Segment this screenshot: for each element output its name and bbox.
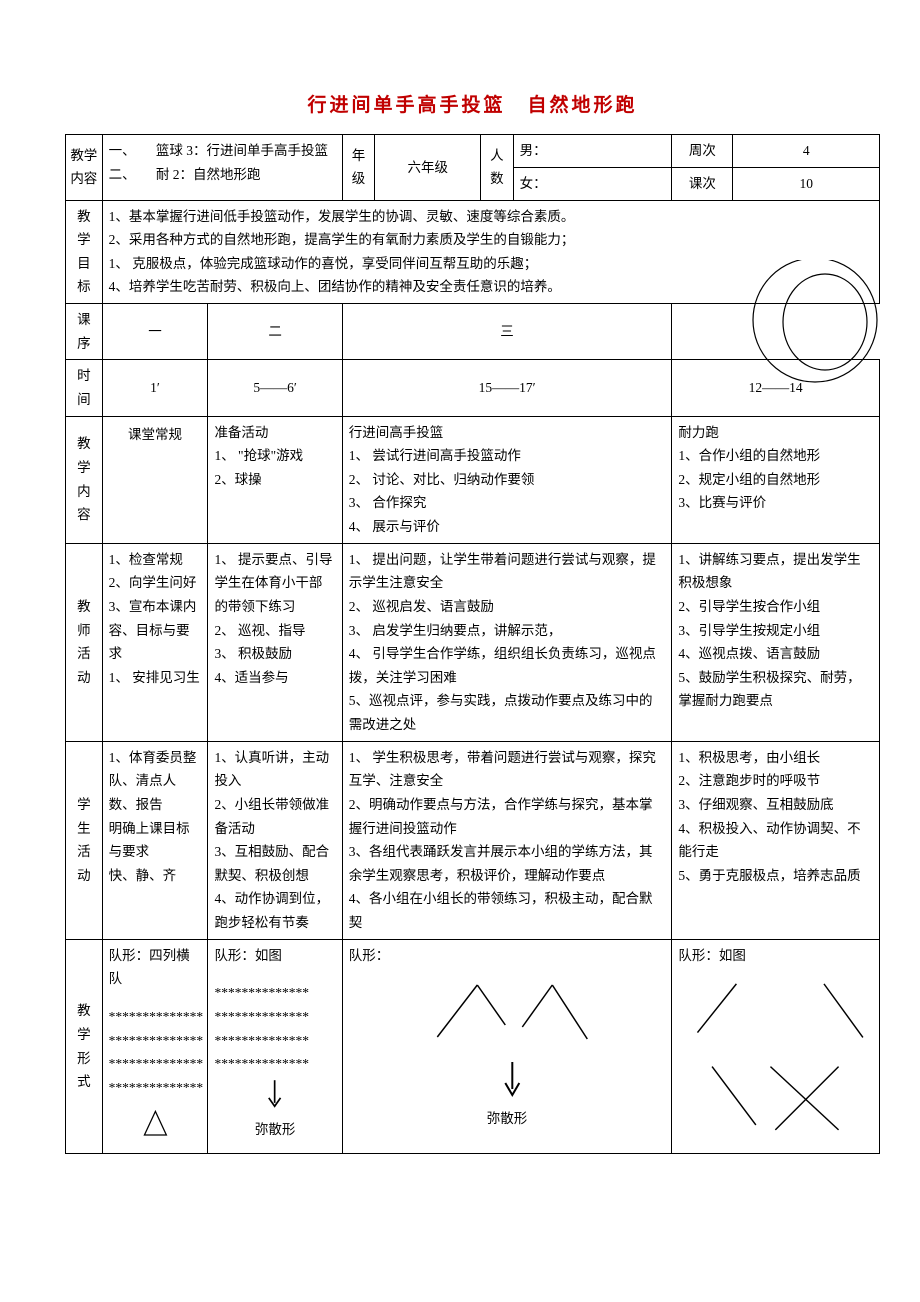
student-c1: 1、体育委员整队、清点人数、报告 明确上课目标与要求 快、静、齐	[102, 741, 208, 939]
label-form: 教学形式	[66, 939, 103, 1154]
content-c1: 课堂常规	[102, 416, 208, 543]
teaching-content-cell: 一、 篮球 3：行进间单手高手投篮 二、 耐 2：自然地形跑	[102, 135, 342, 200]
label-count: 人数	[481, 135, 514, 200]
stars-1-4: **************	[109, 1076, 202, 1100]
form-c2: 队形：如图 ************** ************** ****…	[208, 939, 342, 1154]
form-c2-title: 队形：如图	[214, 944, 335, 968]
form-c4: 队形：如图	[672, 939, 880, 1154]
label-teacher: 教师活动	[66, 543, 103, 741]
content-c3: 行进间高手投篮 1、 尝试行进间高手投篮动作 2、 讨论、对比、归纳动作要领 3…	[342, 416, 672, 543]
teacher-c2: 1、 提示要点、引导学生在体育小干部的带领下练习 2、 巡视、指导 3、 积极鼓…	[208, 543, 342, 741]
content-c4: 耐力跑 1、合作小组的自然地形 2、规定小组的自然地形 3、比赛与评价	[672, 416, 880, 543]
female-cell: 女：	[513, 167, 672, 200]
triangle-icon	[109, 1099, 202, 1149]
time-4: 12——14	[672, 360, 880, 416]
content-line-1: 一、 篮球 3：行进间单手高手投篮	[109, 139, 336, 163]
teacher-c3: 1、 提出问题，让学生带着问题进行尝试与观察，提示学生注意安全 2、 巡视启发、…	[342, 543, 672, 741]
label-goals: 教学目标	[66, 200, 103, 304]
time-2: 5——6′	[208, 360, 342, 416]
time-label: 时间	[66, 360, 103, 416]
header-row-1: 教学内容 一、 篮球 3：行进间单手高手投篮 二、 耐 2：自然地形跑 年级 六…	[66, 135, 880, 168]
student-row: 学生活动 1、体育委员整队、清点人数、报告 明确上课目标与要求 快、静、齐 1、…	[66, 741, 880, 939]
disperse-label-2: 弥散形	[349, 1107, 666, 1131]
time-1: 1′	[102, 360, 208, 416]
time-3: 15——17′	[342, 360, 672, 416]
seq-2: 二	[208, 304, 342, 360]
stars-2-2: **************	[214, 1005, 335, 1029]
content-line-2: 二、 耐 2：自然地形跑	[109, 163, 336, 187]
seq-4	[672, 304, 880, 360]
page-container: 行进间单手高手投篮 自然地形跑 教学内容 一、 篮球 3：行进间单手高手投篮 二…	[65, 90, 880, 1154]
form-c3-title: 队形：	[349, 944, 666, 968]
seq-label: 课序	[66, 304, 103, 360]
male-cell: 男：	[513, 135, 672, 168]
form-c4-title: 队形：如图	[678, 944, 873, 968]
teacher-c1: 1、检查常规 2、向学生问好 3、宣布本课内容、目标与要求 1、 安排见习生	[102, 543, 208, 741]
stars-2-4: **************	[214, 1052, 335, 1076]
formation-diagram-2	[678, 967, 873, 1137]
stars-1-1: **************	[109, 1005, 202, 1029]
week-value: 4	[733, 135, 880, 168]
teacher-row: 教师活动 1、检查常规 2、向学生问好 3、宣布本课内容、目标与要求 1、 安排…	[66, 543, 880, 741]
formation-diagram-1	[349, 967, 666, 1107]
sequence-row: 课序 一 二 三	[66, 304, 880, 360]
label-teaching-content: 教学内容	[66, 135, 103, 200]
page-title: 行进间单手高手投篮 自然地形跑	[65, 90, 880, 122]
content-c2: 准备活动 1、 "抢球"游戏 2、球操	[208, 416, 342, 543]
student-c4: 1、积极思考，由小组长 2、注意跑步时的呼吸节 3、仔细观察、互相鼓励底 4、积…	[672, 741, 880, 939]
form-c3: 队形： 弥散形	[342, 939, 672, 1154]
lesson-plan-table: 教学内容 一、 篮球 3：行进间单手高手投篮 二、 耐 2：自然地形跑 年级 六…	[65, 134, 880, 1154]
goals-cell: 1、基本掌握行进间低手投篮动作，发展学生的协调、灵敏、速度等综合素质。 2、采用…	[102, 200, 879, 304]
stars-2-1: **************	[214, 981, 335, 1005]
student-c2: 1、认真听讲，主动投入 2、小组长带领做准备活动 3、互相鼓励、配合默契、积极创…	[208, 741, 342, 939]
arrow-down-icon	[214, 1076, 335, 1118]
goals-row: 教学目标 1、基本掌握行进间低手投篮动作，发展学生的协调、灵敏、速度等综合素质。…	[66, 200, 880, 304]
disperse-label-1: 弥散形	[214, 1118, 335, 1142]
lesson-value: 10	[733, 167, 880, 200]
form-c1-title: 队形：四列横队	[109, 944, 202, 991]
seq-1: 一	[102, 304, 208, 360]
goal-3: 1、 克服极点，体验完成篮球动作的喜悦，享受同伴间互帮互助的乐趣；	[109, 252, 873, 276]
label-grade: 年级	[342, 135, 375, 200]
form-row: 教学形式 队形：四列横队 ************** ************…	[66, 939, 880, 1154]
content-row: 教学内容 课堂常规 准备活动 1、 "抢球"游戏 2、球操 行进间高手投篮 1、…	[66, 416, 880, 543]
form-c1: 队形：四列横队 ************** ************** **…	[102, 939, 208, 1154]
goal-2: 2、采用各种方式的自然地形跑，提高学生的有氧耐力素质及学生的自锻能力；	[109, 228, 873, 252]
stars-1-3: **************	[109, 1052, 202, 1076]
student-c3: 1、 学生积极思考，带着问题进行尝试与观察，探究互学、注意安全 2、明确动作要点…	[342, 741, 672, 939]
stars-2-3: **************	[214, 1029, 335, 1053]
goal-1: 1、基本掌握行进间低手投篮动作，发展学生的协调、灵敏、速度等综合素质。	[109, 205, 873, 229]
stars-1-2: **************	[109, 1029, 202, 1053]
week-label: 周次	[672, 135, 733, 168]
goal-4: 4、培养学生吃苦耐劳、积极向上、团结协作的精神及安全责任意识的培养。	[109, 275, 873, 299]
teacher-c4: 1、讲解练习要点，提出发学生积极想象 2、引导学生按合作小组 3、引导学生按规定…	[672, 543, 880, 741]
time-row: 时间 1′ 5——6′ 15——17′ 12——14	[66, 360, 880, 416]
grade-value: 六年级	[375, 135, 481, 200]
label-student: 学生活动	[66, 741, 103, 939]
label-content-detail: 教学内容	[66, 416, 103, 543]
lesson-label: 课次	[672, 167, 733, 200]
seq-3: 三	[342, 304, 672, 360]
